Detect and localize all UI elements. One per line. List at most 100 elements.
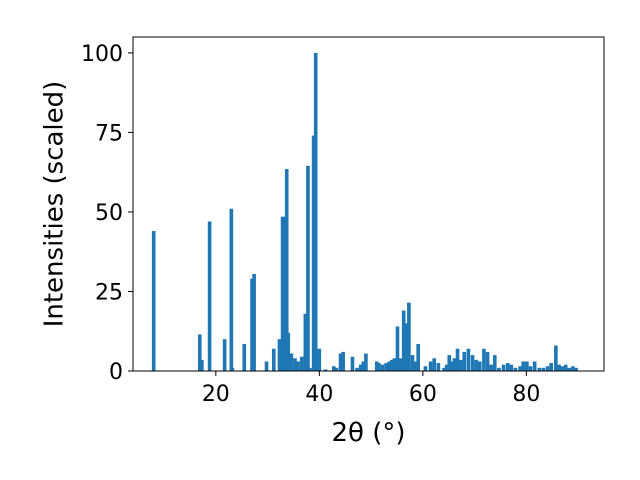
bar [492, 355, 497, 371]
bar [299, 356, 304, 371]
bar [323, 369, 328, 371]
bar [489, 364, 493, 371]
bar [407, 302, 411, 371]
y-tick-label: 50 [95, 201, 123, 226]
bar [308, 367, 312, 371]
bar [452, 358, 457, 371]
bar [395, 326, 400, 371]
bar [505, 363, 510, 371]
x-tick-label: 60 [409, 382, 437, 407]
bar [398, 358, 403, 371]
y-axis-label: Intensities (scaled) [40, 81, 70, 328]
bar [567, 367, 572, 371]
bar [428, 361, 433, 371]
bar [455, 348, 460, 371]
bar [444, 364, 449, 371]
bar [525, 361, 529, 371]
bar [200, 359, 204, 371]
bar [447, 355, 452, 371]
bar [277, 339, 282, 371]
x-axis-label: 2θ (°) [331, 418, 405, 448]
bar [286, 332, 291, 371]
bar [462, 351, 467, 371]
bar [358, 364, 363, 371]
bars-group [151, 52, 578, 372]
bar [284, 169, 289, 371]
bar [313, 52, 318, 372]
bar [315, 367, 320, 371]
bar [151, 231, 156, 371]
bar [264, 361, 269, 371]
bar [574, 367, 578, 371]
bar [497, 367, 501, 371]
bar [410, 355, 415, 371]
bar [557, 364, 561, 371]
y-axis-ticks: 0 25 50 75 100 [81, 42, 133, 385]
bar [230, 367, 235, 371]
bar [242, 343, 247, 371]
bar [401, 310, 406, 371]
x-tick-label: 20 [202, 382, 230, 407]
y-tick-label: 0 [109, 360, 123, 385]
bar [250, 278, 254, 371]
bar [303, 313, 308, 371]
bar [384, 363, 388, 371]
bar [317, 348, 322, 371]
bar [374, 361, 379, 371]
bar [521, 361, 526, 371]
bar [271, 348, 276, 371]
bar [563, 364, 568, 371]
bar [341, 351, 345, 371]
bar [450, 361, 454, 371]
bar [380, 364, 385, 371]
bar [554, 345, 558, 371]
bar [413, 361, 418, 371]
bar [392, 358, 397, 371]
bar [296, 361, 300, 371]
bar [332, 366, 336, 371]
bar [501, 364, 506, 371]
bar [537, 367, 542, 371]
bar [416, 343, 420, 371]
bar [513, 367, 518, 371]
x-tick-label: 40 [305, 382, 333, 407]
bar [549, 363, 554, 371]
bar [334, 367, 339, 371]
bar [509, 364, 514, 371]
bar [207, 221, 212, 371]
bar [364, 353, 368, 371]
bar [442, 367, 446, 371]
bar [387, 361, 392, 371]
bar [306, 165, 310, 371]
bar [293, 358, 297, 371]
bar [389, 359, 394, 371]
bar [571, 366, 575, 371]
bar [355, 367, 359, 371]
bar [404, 323, 409, 371]
bar [474, 359, 478, 371]
bar [222, 339, 227, 371]
bar [338, 353, 343, 371]
bar [377, 363, 381, 371]
bar [477, 361, 482, 371]
bar [560, 366, 564, 371]
y-tick-label: 75 [95, 121, 123, 146]
y-tick-label: 100 [81, 42, 123, 67]
bar [436, 363, 441, 371]
bar [197, 334, 202, 371]
bar [252, 273, 256, 371]
plot-frame [132, 36, 605, 372]
x-tick-label: 80 [512, 382, 540, 407]
bar [470, 355, 475, 371]
x-axis-ticks: 20 40 60 80 [202, 371, 540, 407]
y-tick-label: 25 [95, 280, 123, 305]
bar [545, 366, 550, 371]
bar [311, 135, 316, 371]
bar [485, 351, 490, 371]
bar [423, 366, 428, 371]
bar [280, 216, 285, 371]
bar [482, 348, 486, 371]
bar [466, 348, 471, 371]
bar [458, 359, 463, 371]
